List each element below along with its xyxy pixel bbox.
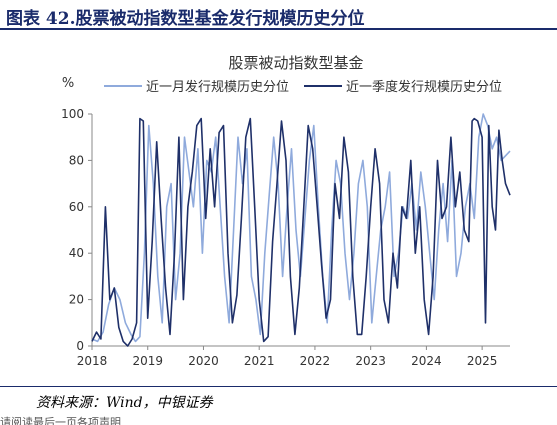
- x-tick-label: 2024: [411, 354, 442, 368]
- y-tick-label: 60: [69, 200, 84, 214]
- series-layer: [91, 113, 511, 347]
- figure-title: 图表 42.股票被动指数型基金发行规模历史分位: [6, 9, 365, 29]
- y-tick-label: 0: [76, 339, 84, 353]
- y-axis: 0 20 40 60 80 100: [61, 107, 93, 353]
- y-axis-unit: %: [62, 76, 74, 91]
- series-line-monthly: [91, 113, 511, 343]
- x-tick-label: 2025: [467, 354, 498, 368]
- x-tick-label: 2022: [300, 354, 331, 368]
- x-tick-label: 2019: [132, 354, 163, 368]
- legend-label-quarterly: 近一季度发行规模历史分位: [346, 79, 502, 95]
- legend: 近一月发行规模历史分位 近一季度发行规模历史分位: [104, 79, 502, 95]
- chart-title: 股票被动指数型基金: [228, 54, 363, 72]
- line-chart: 股票被动指数型基金 % 近一月发行规模历史分位 近一季度发行规模历史分位 020…: [61, 54, 511, 368]
- source-note: 资料来源：Wind，中银证券: [36, 395, 213, 411]
- legend-label-monthly: 近一月发行规模历史分位: [146, 79, 289, 95]
- footer-fragment: 请阅读最后一页各项声明: [0, 416, 121, 425]
- y-tick-label: 40: [69, 246, 84, 260]
- y-tick-label: 20: [69, 293, 84, 307]
- y-tick-label: 100: [61, 107, 84, 121]
- x-axis: 2018 2019 2020 2021 2022 2023 2024 2025: [77, 345, 510, 368]
- title-underline: [0, 28, 557, 30]
- series-line-quarterly: [91, 117, 511, 347]
- x-tick-label: 2018: [77, 354, 108, 368]
- x-tick-label: 2023: [355, 354, 386, 368]
- source-divider: [0, 386, 557, 387]
- x-tick-label: 2021: [244, 354, 275, 368]
- y-tick-label: 80: [69, 153, 84, 167]
- x-tick-label: 2020: [188, 354, 219, 368]
